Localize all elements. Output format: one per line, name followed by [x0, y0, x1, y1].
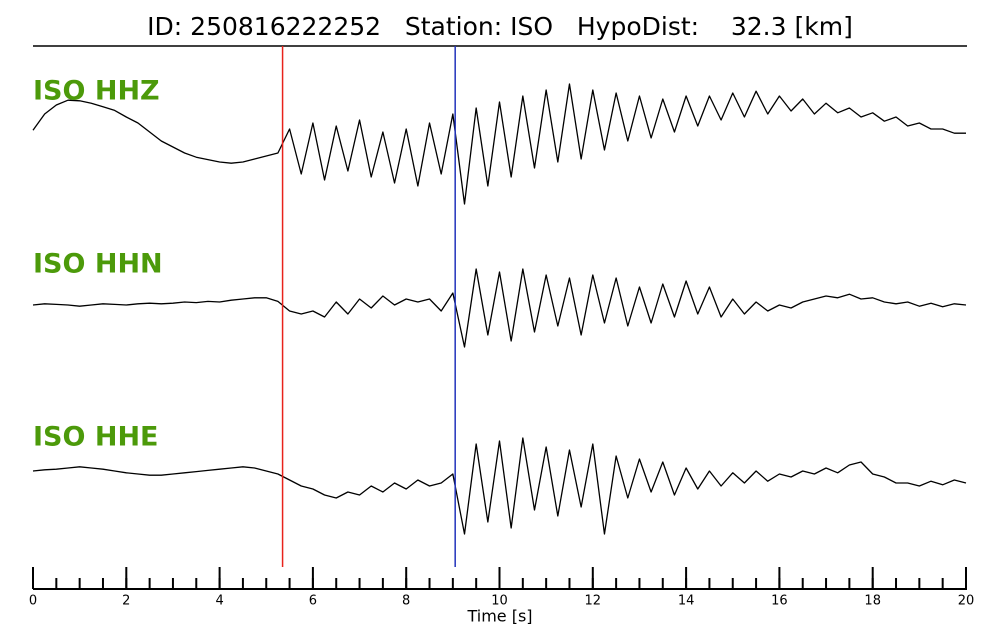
x-tick-label: 4 [215, 594, 223, 609]
x-tick-label: 0 [29, 594, 37, 609]
trace-label: ISO HHZ [33, 76, 160, 107]
x-axis-label: Time [s] [466, 607, 532, 626]
x-tick-label: 12 [585, 594, 602, 609]
x-tick-label: 10 [491, 594, 508, 609]
x-tick-label: 14 [678, 594, 695, 609]
chart-title: ID: 250816222252 Station: ISO HypoDist: … [147, 12, 853, 41]
waveform [32, 437, 967, 535]
x-tick-label: 8 [402, 594, 410, 609]
trace-label: ISO HHN [33, 249, 163, 280]
x-tick-label: 18 [864, 594, 881, 609]
waveform [32, 268, 967, 348]
x-tick-label: 20 [958, 594, 975, 609]
trace-label: ISO HHE [33, 422, 158, 453]
x-tick-label: 2 [122, 594, 130, 609]
x-tick-label: 16 [771, 594, 788, 609]
waveform [32, 83, 966, 205]
x-tick-label: 6 [309, 594, 317, 609]
